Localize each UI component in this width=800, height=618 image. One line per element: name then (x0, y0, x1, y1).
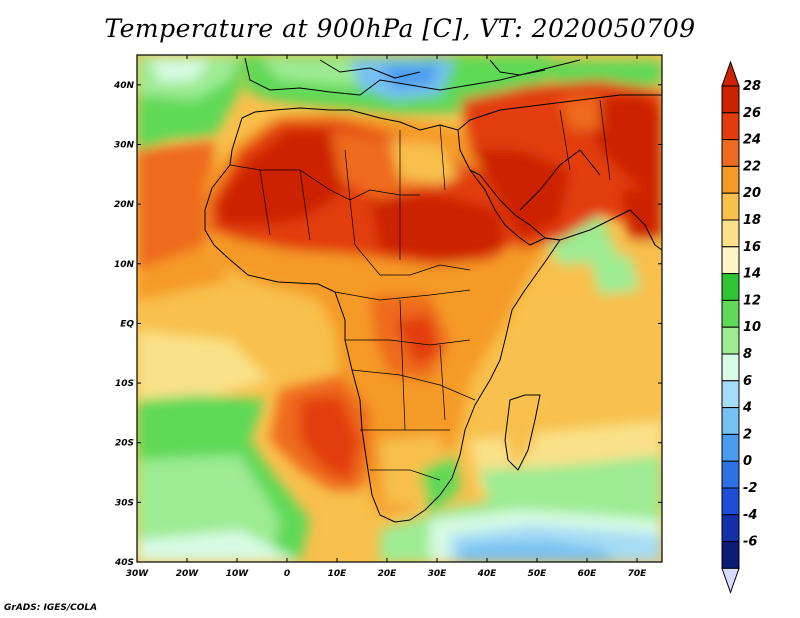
map-title: Temperature at 900hPa [C], VT: 202005070… (104, 14, 696, 43)
colorbar-swatch (721, 407, 740, 435)
lon-tick-label: 40E (477, 569, 498, 579)
colorbar-swatch (721, 165, 740, 194)
colorbar-label: -2 (743, 481, 757, 496)
colorbar-swatch (721, 353, 740, 382)
colorbar-swatch (721, 85, 740, 114)
lon-tick-label: 60E (578, 569, 598, 579)
colorbar-label: 22 (743, 159, 761, 174)
country-borders (229, 99, 611, 481)
lon-tick-label: 0 (284, 569, 290, 579)
lat-tick-label: 10S (115, 379, 134, 389)
colorbar-swatch (721, 433, 740, 462)
colorbar-max-arrow (721, 60, 740, 87)
colorbar-label: 6 (743, 374, 752, 389)
colorbar-swatch (721, 514, 740, 543)
temperature-map: 30W 20W 10W 0 10E 20E 30E 40E 50E 60E 70E 40N30N20… (113, 54, 761, 594)
lat-tick-label: 40N (113, 81, 135, 91)
colorbar-swatch (721, 192, 740, 221)
colorbar-label: 4 (742, 401, 752, 416)
colorbar-swatch (721, 299, 740, 328)
colorbar-swatch (721, 112, 740, 141)
colorbar-swatch (721, 380, 740, 409)
lon-tick-label: 20E (378, 569, 398, 579)
lat-tick-label: 30S (115, 498, 134, 508)
colorbar-swatch (721, 326, 740, 355)
colorbar-label: 12 (743, 293, 761, 308)
colorbar-label: 18 (743, 213, 761, 228)
colorbar-label: 14 (743, 267, 761, 282)
latitude-axis: 40N 30N 20N 10N EQ 10S 20S 30S 40S (113, 81, 662, 568)
colorbar-label: -4 (743, 508, 757, 523)
lon-tick-label: 10E (328, 569, 348, 579)
longitude-axis: 30W 20W 10W 0 10E 20E 30E 40E 50E 60E 70E (126, 55, 647, 579)
colorbar-label: 26 (743, 106, 761, 121)
colorbar-swatch (721, 460, 740, 489)
colorbar-label: 8 (743, 347, 752, 362)
lon-tick-label: 30W (126, 569, 150, 579)
lat-tick-label: EQ (120, 319, 134, 329)
lon-tick-label: 30E (428, 569, 448, 579)
credit-text: GrADS: IGES/COLA (4, 603, 98, 613)
colorbar-min-arrow (721, 567, 740, 594)
colorbar-swatch (721, 273, 740, 301)
colorbar-swatch (721, 219, 740, 248)
colorbar-label: 16 (743, 240, 761, 255)
lat-tick-label: 20S (115, 439, 134, 449)
lat-tick-label: 10N (114, 260, 135, 270)
temperature-field (137, 55, 662, 562)
map-frame (136, 54, 663, 563)
colorbar-label: 2 (743, 427, 752, 442)
lon-tick-label: 10W (226, 569, 250, 579)
lon-tick-label: 70E (628, 569, 648, 579)
colorbar-label: -6 (743, 535, 757, 550)
lat-tick-label: 40S (114, 558, 134, 568)
coastlines (204, 57, 662, 523)
colorbar-label: 20 (743, 186, 761, 201)
colorbar-label: 24 (743, 133, 761, 148)
colorbar-swatch (721, 139, 740, 167)
lat-tick-label: 20N (114, 200, 135, 210)
lon-tick-label: 20W (176, 569, 200, 579)
lon-tick-label: 50E (528, 569, 548, 579)
lat-tick-label: 30N (114, 140, 135, 150)
colorbar-swatch (721, 541, 740, 569)
colorbar-label: 10 (743, 320, 761, 335)
colorbar-swatch (721, 246, 740, 275)
colorbar-label: 28 (743, 79, 761, 94)
colorbar-label: 0 (743, 454, 752, 469)
colorbar-swatch (721, 487, 740, 516)
